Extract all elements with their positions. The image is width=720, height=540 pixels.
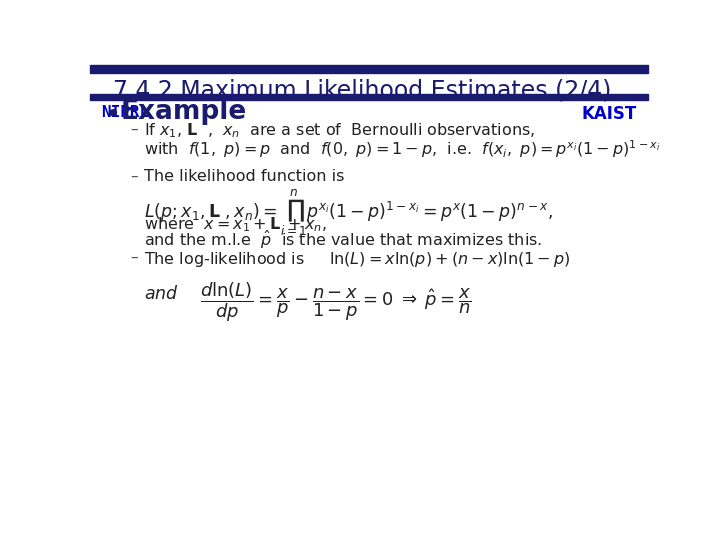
Text: and the m.l.e  $\hat{p}$  is the value that maximizes this.: and the m.l.e $\hat{p}$ is the value tha… (144, 229, 542, 251)
Text: where  $x = x_1 + \mathbf{L}\ + x_n$,: where $x = x_1 + \mathbf{L}\ + x_n$, (144, 215, 328, 234)
Text: –: – (130, 122, 138, 137)
Text: NIPRL: NIPRL (102, 105, 150, 120)
Bar (90, 94, 648, 100)
Bar (90, 65, 648, 72)
Text: –: – (130, 168, 138, 184)
Text: $and$: $and$ (144, 285, 179, 303)
Text: The likelihood function is: The likelihood function is (144, 168, 345, 184)
Text: –: – (130, 249, 138, 265)
Text: The log-likelihood is     $\ln(L) = x\ln(p) + (n-x)\ln(1-p)$: The log-likelihood is $\ln(L) = x\ln(p) … (144, 249, 571, 268)
Text: KAIST: KAIST (581, 105, 636, 123)
Text: If $x_1$, $\mathbf{L}$  ,  $x_n$  are a set of  Bernoulli observations,: If $x_1$, $\mathbf{L}$ , $x_n$ are a set… (144, 122, 536, 140)
Text: $\dfrac{d\ln(L)}{dp} = \dfrac{x}{p} - \dfrac{n-x}{1-p} = 0 \;\Rightarrow\; \hat{: $\dfrac{d\ln(L)}{dp} = \dfrac{x}{p} - \d… (200, 280, 472, 324)
Text: Example: Example (121, 99, 247, 125)
Text: 7.4.2 Maximum Likelihood Estimates (2/4): 7.4.2 Maximum Likelihood Estimates (2/4) (113, 79, 611, 103)
Text: $\bullet$: $\bullet$ (104, 99, 118, 125)
Text: $L(p;x_1, \mathbf{L}\ , x_n) = \prod_{i=1}^{n} p^{x_i}(1-p)^{1-x_i} = p^{x}(1-p): $L(p;x_1, \mathbf{L}\ , x_n) = \prod_{i=… (144, 187, 553, 238)
Text: with  $f(1,\ p) = p$  and  $f(0,\ p) = 1-p$,  i.e.  $f(x_i,\ p) = p^{x_i}(1-p)^{: with $f(1,\ p) = p$ and $f(0,\ p) = 1-p$… (144, 139, 661, 160)
